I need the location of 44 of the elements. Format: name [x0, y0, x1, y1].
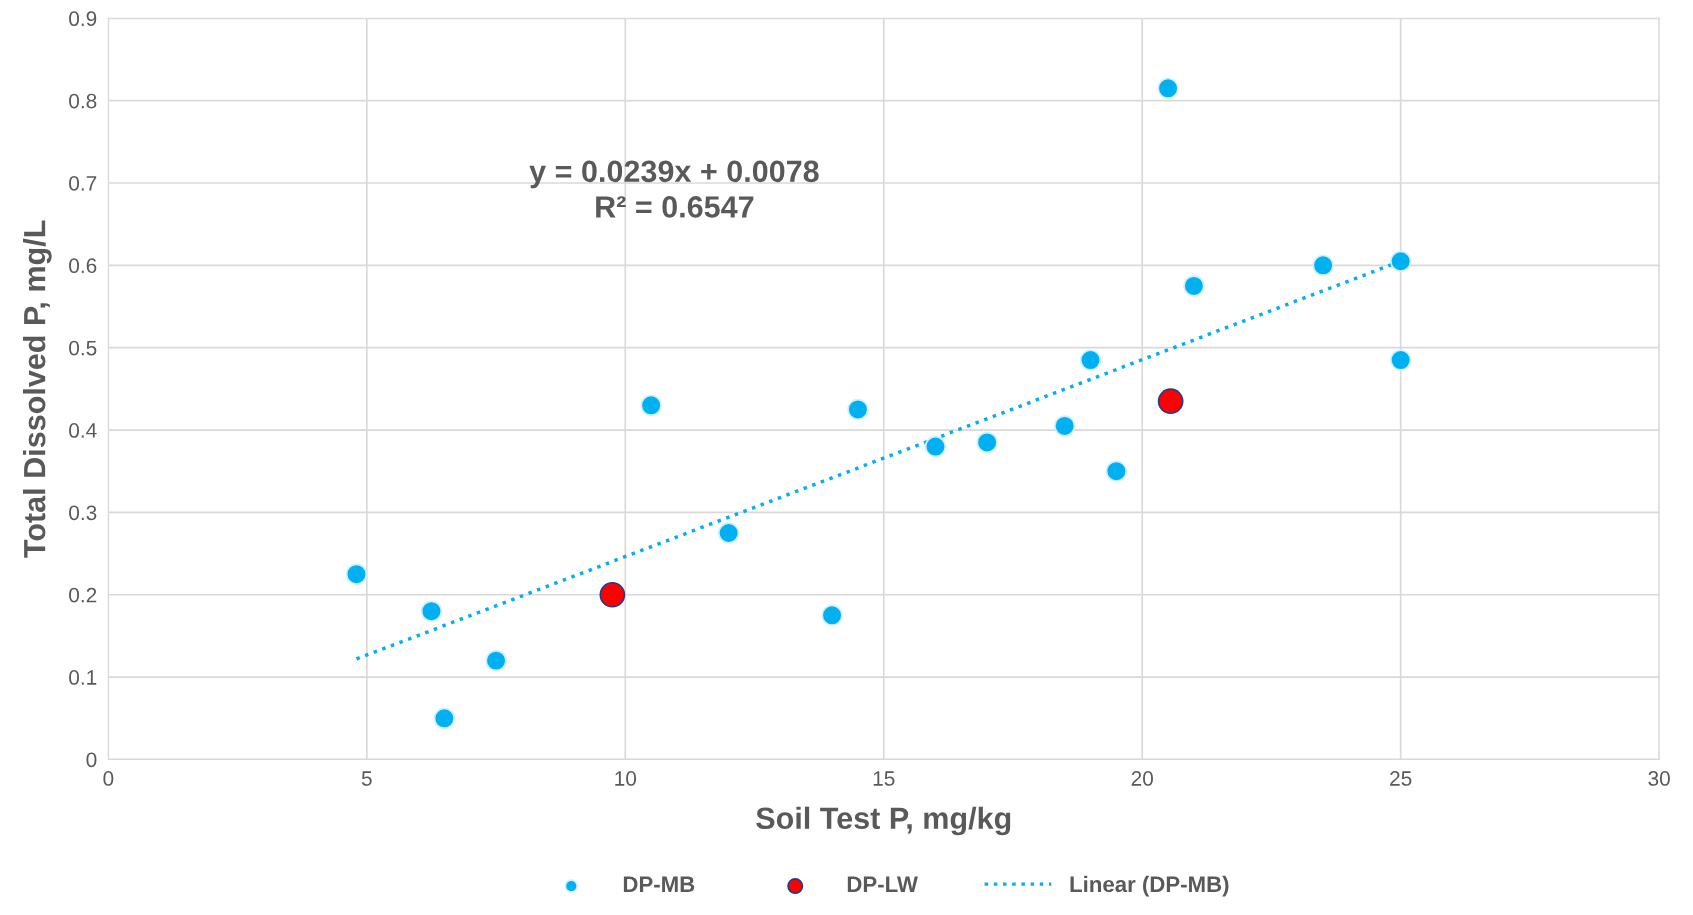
y-tick-label: 0.9 — [69, 11, 97, 27]
annotation: y = 0.0239x + 0.0078 — [529, 160, 819, 189]
x-axis-title: Soil Test P, mg/kg — [756, 806, 1011, 836]
legend-label: Linear (DP-MB) — [1070, 875, 1229, 897]
legend-label: DP-MB — [623, 876, 695, 892]
point — [847, 398, 869, 421]
point — [1183, 275, 1205, 297]
y-tick-label: 0.6 — [69, 258, 97, 274]
point — [345, 563, 368, 585]
x-tick-label: 15 — [873, 771, 895, 786]
y-tick-label: 0 — [86, 752, 97, 768]
point — [1054, 415, 1076, 437]
annotation: R² = 0.6547 — [596, 196, 754, 218]
point — [1157, 388, 1184, 415]
y-tick-label: 0.5 — [69, 340, 97, 356]
point — [1157, 77, 1179, 99]
point — [821, 604, 843, 626]
x-tick-label: 0 — [103, 771, 114, 786]
point — [640, 394, 662, 417]
x-tick-label: 25 — [1390, 771, 1412, 786]
point — [976, 431, 998, 454]
x-tick-label: 20 — [1131, 771, 1153, 786]
x-tick-label: 10 — [615, 771, 637, 786]
x-tick-label: 5 — [361, 771, 372, 786]
point — [599, 581, 626, 608]
point — [1079, 349, 1102, 371]
point — [1105, 460, 1128, 482]
point — [1312, 254, 1334, 277]
point — [420, 600, 443, 622]
y-tick-label: 0.8 — [69, 93, 97, 109]
y-axis-title: Total Dissolved P, mg/L — [23, 220, 52, 558]
y-tick-label: 0.7 — [69, 176, 97, 191]
point — [1390, 349, 1412, 371]
y-tick-label: 0.4 — [69, 423, 97, 438]
point — [433, 707, 456, 729]
legend-label: DP-LW — [847, 876, 918, 892]
y-tick-label: 0.1 — [69, 670, 97, 685]
point — [718, 522, 740, 544]
x-tick-label: 30 — [1648, 771, 1670, 786]
point — [485, 649, 507, 672]
y-tick-label: 0.3 — [69, 505, 97, 521]
point — [924, 435, 947, 458]
point — [1390, 250, 1412, 272]
y-tick-label: 0.2 — [69, 587, 97, 603]
